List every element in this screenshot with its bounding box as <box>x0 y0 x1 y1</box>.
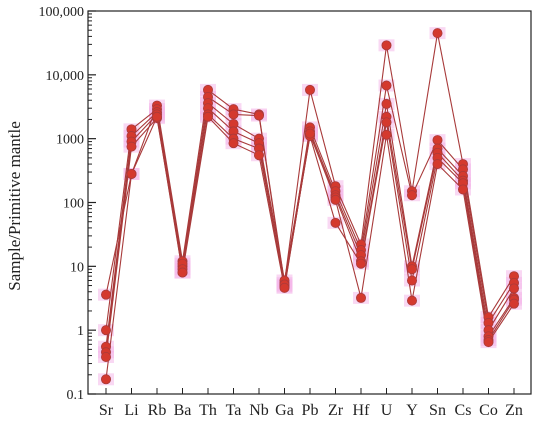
x-axis: Sr Li Rb Ba Th Ta Nb Ga Pb Zr Hf U Y Sn Cs Co Zn <box>99 388 523 419</box>
data-point-y-s4 <box>406 264 417 275</box>
x-tick-label-ta: Ta <box>226 402 242 419</box>
data-point-sr-s2 <box>101 325 112 336</box>
x-tick-label-pb: Pb <box>302 402 319 419</box>
data-point-sn-s2 <box>432 135 443 146</box>
data-point-li-s5 <box>126 141 137 152</box>
y-axis-title: Sample/Primitive mantle <box>5 121 24 291</box>
data-point-zr-s5 <box>330 217 341 228</box>
data-point-y-s5 <box>406 275 417 286</box>
data-point-zn-s3 <box>508 283 519 294</box>
y-tick-label: 0.1 <box>67 388 85 403</box>
x-tick-label-zn: Zn <box>505 402 523 419</box>
data-point-y-s2 <box>406 190 417 201</box>
x-tick-label-sn: Sn <box>429 402 446 419</box>
data-point-sr-s5 <box>101 351 112 362</box>
series-markers <box>101 28 519 385</box>
data-point-pb-s1 <box>304 84 315 95</box>
x-tick-label-hf: Hf <box>353 402 371 419</box>
data-point-hf-s5 <box>355 258 366 269</box>
data-point-y-s6 <box>406 295 417 306</box>
y-tick-label: 1000 <box>56 133 84 148</box>
data-point-ta-s2 <box>228 109 239 120</box>
y-tick-label: 100 <box>63 197 84 212</box>
x-tick-label-u: U <box>381 402 393 419</box>
y-tick-label: 10 <box>70 260 84 275</box>
x-tick-label-sr: Sr <box>99 402 114 419</box>
data-point-sr-s1 <box>101 289 112 300</box>
data-point-co-s6 <box>483 337 494 348</box>
data-point-th-s6 <box>202 111 213 122</box>
data-point-u-s2 <box>381 80 392 91</box>
x-tick-label-li: Li <box>124 402 139 419</box>
x-tick-label-nb: Nb <box>249 402 269 419</box>
data-point-u-s1 <box>381 40 392 51</box>
data-point-hf-s6 <box>355 292 366 303</box>
data-point-li-s6 <box>126 168 137 179</box>
data-point-pb-s6 <box>304 128 315 139</box>
x-tick-label-co: Co <box>479 402 498 419</box>
x-tick-label-cs: Cs <box>455 402 472 419</box>
x-tick-label-zr: Zr <box>328 402 344 419</box>
data-point-zr-s6 <box>330 194 341 205</box>
data-point-rb-s6 <box>151 111 162 122</box>
data-point-nb-s2 <box>253 110 264 121</box>
data-point-zn-s6 <box>508 298 519 309</box>
x-tick-label-th: Th <box>199 402 217 419</box>
x-tick-label-ga: Ga <box>275 402 294 419</box>
plot-area-frame <box>87 10 532 395</box>
x-tick-label-rb: Rb <box>148 402 167 419</box>
y-axis: 0.1 1 10 100 1000 10,000 100,000 <box>39 5 96 403</box>
y-tick-label: 10,000 <box>46 69 85 84</box>
series-line-5 <box>105 113 515 358</box>
data-point-ta-s6 <box>228 138 239 149</box>
data-point-sr-s6 <box>101 374 112 385</box>
data-point-ga-s6 <box>279 282 290 293</box>
marker-halo-layer <box>98 27 522 386</box>
series-line-6 <box>105 116 515 380</box>
data-point-u-s6 <box>381 129 392 140</box>
data-point-nb-s6 <box>253 150 264 161</box>
x-tick-label-ba: Ba <box>174 402 192 419</box>
data-point-sn-s6 <box>432 159 443 170</box>
data-point-ba-s6 <box>177 267 188 278</box>
data-point-u-s5 <box>381 117 392 128</box>
series-line-4 <box>105 107 515 353</box>
x-tick-label-y: Y <box>406 402 418 419</box>
data-point-cs-s6 <box>457 184 468 195</box>
y-tick-label: 100,000 <box>39 5 85 20</box>
data-point-u-s3 <box>381 98 392 109</box>
y-tick-label: 1 <box>77 324 84 339</box>
data-point-sn-s1 <box>432 28 443 39</box>
